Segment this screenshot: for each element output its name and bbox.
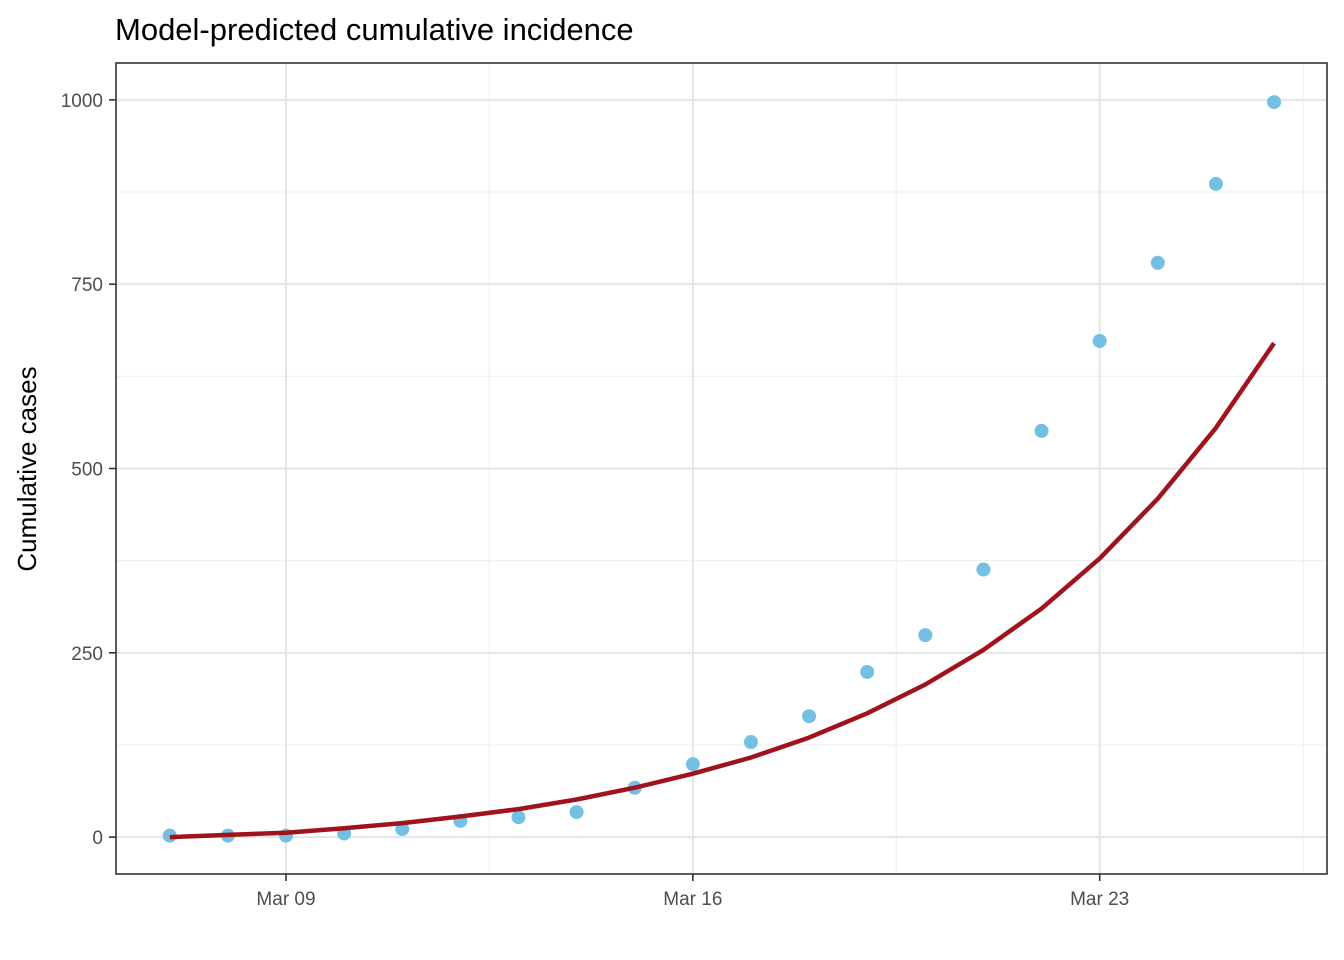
y-axis: 0 250 500 750 1000 bbox=[61, 91, 116, 849]
series-line bbox=[169, 341, 1276, 840]
chart-title: Model-predicted cumulative incidence bbox=[115, 12, 634, 47]
x-tick-label: Mar 16 bbox=[663, 889, 722, 910]
data-point bbox=[1092, 333, 1107, 348]
data-point bbox=[743, 735, 758, 750]
data-point bbox=[1034, 423, 1049, 438]
data-point bbox=[802, 709, 817, 724]
data-point bbox=[511, 810, 526, 825]
major-gridlines bbox=[116, 63, 1327, 874]
data-point bbox=[976, 562, 991, 577]
data-point bbox=[918, 628, 933, 643]
plot-marks bbox=[162, 95, 1282, 843]
data-point bbox=[569, 805, 584, 820]
y-tick-label: 250 bbox=[71, 644, 103, 665]
y-tick-label: 750 bbox=[71, 275, 103, 296]
data-point bbox=[685, 757, 700, 772]
data-point bbox=[1267, 95, 1282, 110]
data-point bbox=[1150, 255, 1165, 270]
y-axis-label: Cumulative cases bbox=[12, 366, 42, 571]
x-tick-label: Mar 09 bbox=[256, 889, 315, 910]
x-axis: Mar 09 Mar 16 Mar 23 bbox=[256, 874, 1129, 910]
y-tick-label: 0 bbox=[92, 828, 103, 849]
y-tick-label: 500 bbox=[71, 460, 103, 481]
data-point bbox=[1208, 176, 1223, 191]
data-point bbox=[860, 664, 875, 679]
y-tick-label: 1000 bbox=[61, 91, 103, 112]
x-tick-label: Mar 23 bbox=[1070, 889, 1129, 910]
